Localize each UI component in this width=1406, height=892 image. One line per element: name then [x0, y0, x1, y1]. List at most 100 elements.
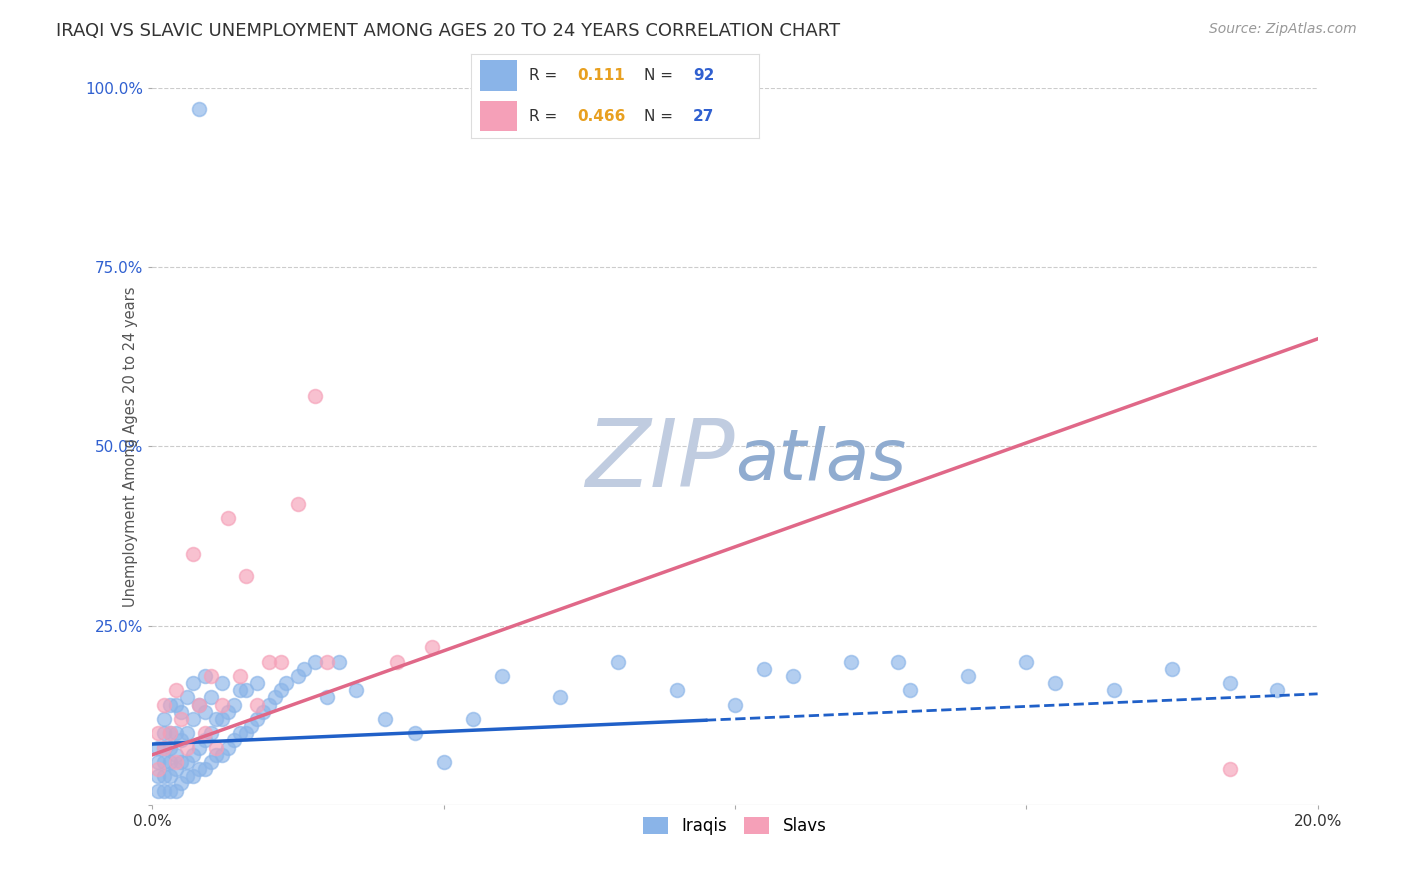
Point	[782, 669, 804, 683]
Point	[159, 769, 181, 783]
Point	[176, 690, 198, 705]
Point	[170, 705, 193, 719]
Point	[217, 511, 239, 525]
Point	[257, 698, 280, 712]
Point	[246, 698, 269, 712]
Text: R =: R =	[529, 109, 557, 124]
Point	[211, 698, 233, 712]
Point	[752, 662, 775, 676]
Point	[1015, 655, 1038, 669]
Point	[841, 655, 863, 669]
Point	[153, 740, 176, 755]
Point	[328, 655, 350, 669]
Text: 0.466: 0.466	[578, 109, 626, 124]
Text: ZIP: ZIP	[585, 416, 735, 507]
Point	[176, 726, 198, 740]
Point	[420, 640, 443, 655]
Point	[252, 705, 274, 719]
Point	[181, 747, 204, 762]
Point	[211, 712, 233, 726]
Point	[433, 755, 456, 769]
Point	[304, 389, 326, 403]
Point	[1045, 676, 1067, 690]
Y-axis label: Unemployment Among Ages 20 to 24 years: Unemployment Among Ages 20 to 24 years	[124, 286, 138, 607]
Point	[194, 762, 217, 776]
Point	[217, 740, 239, 755]
Point	[181, 676, 204, 690]
Point	[146, 726, 169, 740]
Point	[1219, 762, 1241, 776]
Point	[159, 698, 181, 712]
Point	[1102, 683, 1125, 698]
Point	[229, 669, 252, 683]
Point	[235, 683, 257, 698]
Point	[229, 726, 252, 740]
Point	[159, 726, 181, 740]
Point	[194, 726, 217, 740]
Point	[374, 712, 396, 726]
Point	[153, 712, 176, 726]
Point	[200, 690, 222, 705]
Text: 27: 27	[693, 109, 714, 124]
Point	[176, 755, 198, 769]
Text: N =: N =	[644, 68, 673, 83]
Point	[205, 740, 228, 755]
Text: N =: N =	[644, 109, 673, 124]
Point	[287, 497, 309, 511]
Point	[235, 726, 257, 740]
Point	[194, 733, 217, 747]
Point	[200, 726, 222, 740]
Point	[153, 740, 176, 755]
Point	[263, 690, 285, 705]
Point	[170, 755, 193, 769]
Point	[724, 698, 747, 712]
Point	[146, 762, 169, 776]
Point	[187, 740, 209, 755]
Point	[217, 705, 239, 719]
Point	[200, 755, 222, 769]
Point	[956, 669, 979, 683]
Point	[146, 740, 169, 755]
Point	[187, 698, 209, 712]
Point	[548, 690, 571, 705]
Point	[181, 769, 204, 783]
Point	[187, 762, 209, 776]
Point	[181, 712, 204, 726]
Point	[270, 683, 292, 698]
Point	[165, 747, 187, 762]
Point	[165, 698, 187, 712]
Point	[898, 683, 921, 698]
Point	[187, 103, 209, 117]
Point	[165, 762, 187, 776]
Point	[404, 726, 426, 740]
Point	[165, 726, 187, 740]
Point	[153, 698, 176, 712]
Point	[176, 769, 198, 783]
Point	[146, 769, 169, 783]
Point	[205, 712, 228, 726]
Point	[159, 726, 181, 740]
Point	[287, 669, 309, 683]
Point	[304, 655, 326, 669]
Point	[153, 755, 176, 769]
Point	[270, 655, 292, 669]
Point	[170, 776, 193, 790]
Point	[344, 683, 367, 698]
Point	[222, 698, 245, 712]
Point	[200, 669, 222, 683]
Point	[194, 669, 217, 683]
Point	[165, 755, 187, 769]
Point	[146, 783, 169, 797]
Point	[222, 733, 245, 747]
Point	[159, 783, 181, 797]
Point	[153, 783, 176, 797]
Legend: Iraqis, Slavs: Iraqis, Slavs	[636, 808, 835, 843]
Text: 92: 92	[693, 68, 714, 83]
Point	[1219, 676, 1241, 690]
Point	[316, 690, 339, 705]
Point	[165, 683, 187, 698]
Point	[607, 655, 630, 669]
Point	[159, 740, 181, 755]
Point	[240, 719, 263, 733]
Point	[146, 755, 169, 769]
